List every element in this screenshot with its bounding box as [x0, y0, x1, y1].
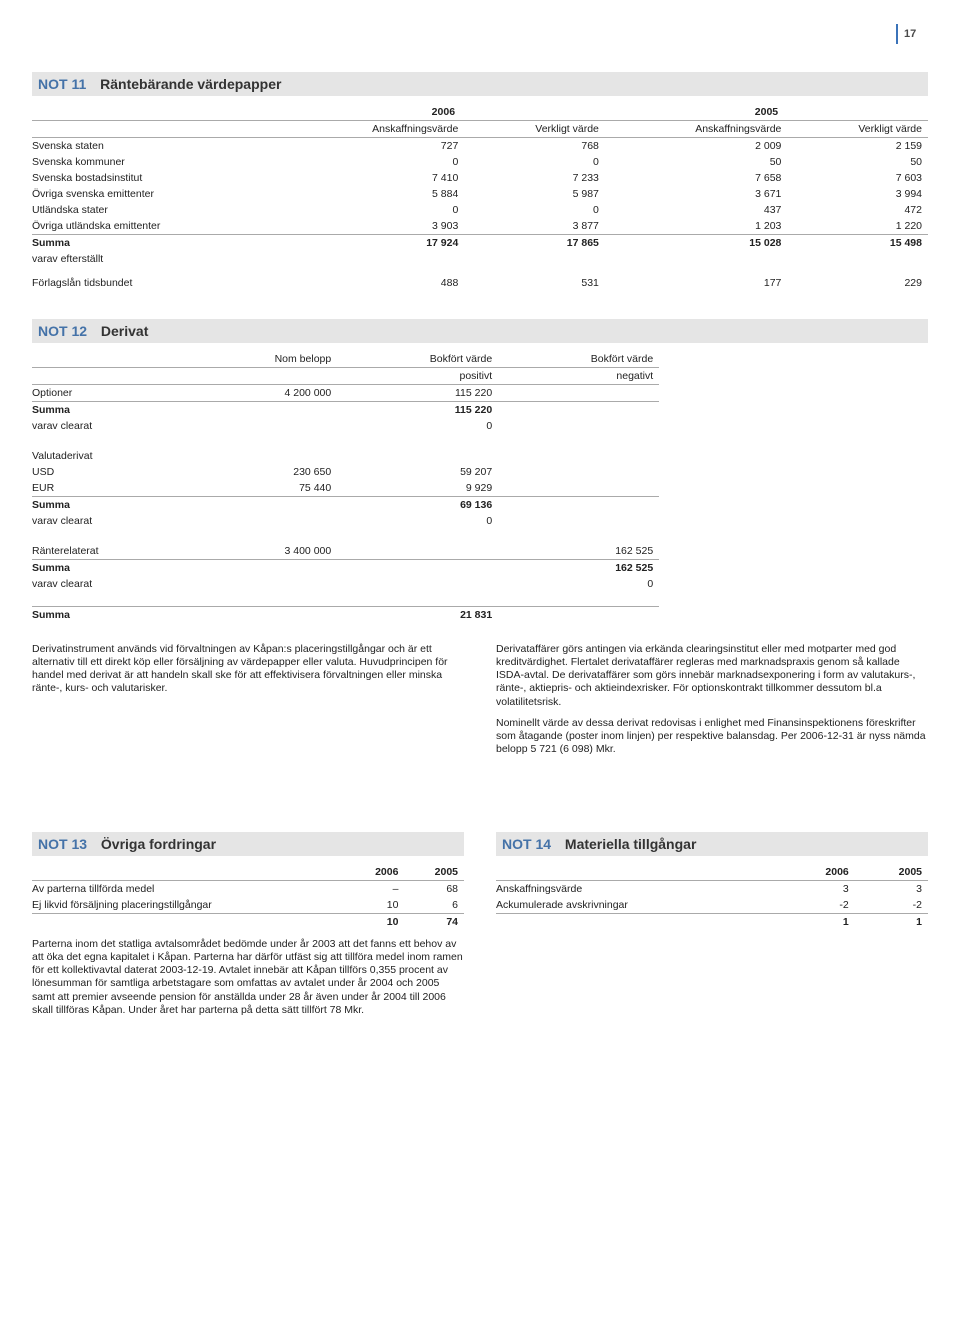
note-12-text: Derivatinstrument används vid förvaltnin…: [32, 635, 928, 764]
note-11-table: 2006 2005 Anskaffningsvärde Verkligt vär…: [32, 104, 928, 291]
col-pos-top: Bokfört värde: [337, 351, 498, 368]
valuta-header: Valutaderivat: [32, 448, 659, 464]
table-row: Övriga svenska emittenter5 8845 9873 671…: [32, 186, 928, 202]
col-2006: 2006: [282, 104, 605, 121]
table-row: Ränterelaterat3 400 000162 525: [32, 543, 659, 560]
table-row: Optioner4 200 000115 220: [32, 385, 659, 402]
varav-row: varav efterställt: [32, 251, 928, 267]
note-12-id: NOT 12: [38, 323, 87, 339]
note-13-header: NOT 13 Övriga fordringar: [32, 832, 464, 856]
table-row: varav clearat0: [32, 513, 659, 529]
col-verk-06: Verkligt värde: [464, 121, 605, 138]
table-row: Summa21 831: [32, 607, 659, 624]
table-row: Utländska stater00437472: [32, 202, 928, 218]
note-14-id: NOT 14: [502, 836, 551, 852]
col-2006: 2006: [345, 864, 405, 881]
table-row: Svenska kommuner005050: [32, 154, 928, 170]
table-row: varav clearat0: [32, 418, 659, 434]
table-row: EUR75 4409 929: [32, 480, 659, 497]
note-14-table: 2006 2005 Anskaffningsvärde33Ackumulerad…: [496, 864, 928, 930]
table-row: Svenska bostadsinstitut7 4107 2337 6587 …: [32, 170, 928, 186]
page-number-bar: 17: [32, 24, 928, 44]
table-row: Anskaffningsvärde33: [496, 881, 928, 898]
summa-row: Summa17 92417 86515 02815 498: [32, 235, 928, 252]
col-neg-top: Bokfört värde: [498, 351, 659, 368]
note-12-text-right1: Derivataffärer görs antingen via erkända…: [496, 643, 928, 709]
table-row: Svenska staten7277682 0092 159: [32, 138, 928, 155]
page-number: 17: [896, 24, 928, 44]
col-2005: 2005: [404, 864, 464, 881]
table-row: USD230 65059 207: [32, 464, 659, 480]
table-row: Summa115 220: [32, 402, 659, 419]
col-2005: 2005: [855, 864, 928, 881]
col-neg: negativt: [498, 368, 659, 385]
table-row: Av parterna tillförda medel–68: [32, 881, 464, 898]
col-pos: positivt: [337, 368, 498, 385]
col-nom: Nom belopp: [189, 351, 337, 368]
forlag-row: Förlagslån tidsbundet488531177229: [32, 267, 928, 291]
table-row: varav clearat0: [32, 576, 659, 592]
table-row: Ackumulerade avskrivningar-2-2: [496, 897, 928, 914]
col-ansk-06: Anskaffningsvärde: [282, 121, 465, 138]
note-12-header: NOT 12 Derivat: [32, 319, 928, 343]
note-12-table: Nom belopp Bokfört värde Bokfört värde p…: [32, 351, 659, 623]
col-verk-05: Verkligt värde: [787, 121, 928, 138]
note-13-text: Parterna inom det statliga avtalsområdet…: [32, 938, 464, 1017]
note-12-text-right2: Nominellt värde av dessa derivat redovis…: [496, 717, 928, 756]
note-12-title: Derivat: [101, 323, 148, 339]
col-2005: 2005: [605, 104, 928, 121]
table-row: Summa69 136: [32, 497, 659, 514]
note-11-id: NOT 11: [38, 76, 86, 92]
table-row: Summa162 525: [32, 560, 659, 577]
table-row: Ej likvid försäljning placeringstillgång…: [32, 897, 464, 914]
table-row: Övriga utländska emittenter3 9033 8771 2…: [32, 218, 928, 235]
col-2006: 2006: [782, 864, 855, 881]
note-11-header: NOT 11 Räntebärande värdepapper: [32, 72, 928, 96]
note-11-title: Räntebärande värdepapper: [100, 76, 281, 92]
total-row: 1074: [32, 914, 464, 931]
note-13-table: 2006 2005 Av parterna tillförda medel–68…: [32, 864, 464, 930]
col-ansk-05: Anskaffningsvärde: [605, 121, 788, 138]
note-12-text-left: Derivatinstrument används vid förvaltnin…: [32, 643, 464, 696]
note-14-title: Materiella tillgångar: [565, 836, 696, 852]
note-13-id: NOT 13: [38, 836, 87, 852]
note-14-header: NOT 14 Materiella tillgångar: [496, 832, 928, 856]
total-row: 11: [496, 914, 928, 931]
note-13-title: Övriga fordringar: [101, 836, 216, 852]
